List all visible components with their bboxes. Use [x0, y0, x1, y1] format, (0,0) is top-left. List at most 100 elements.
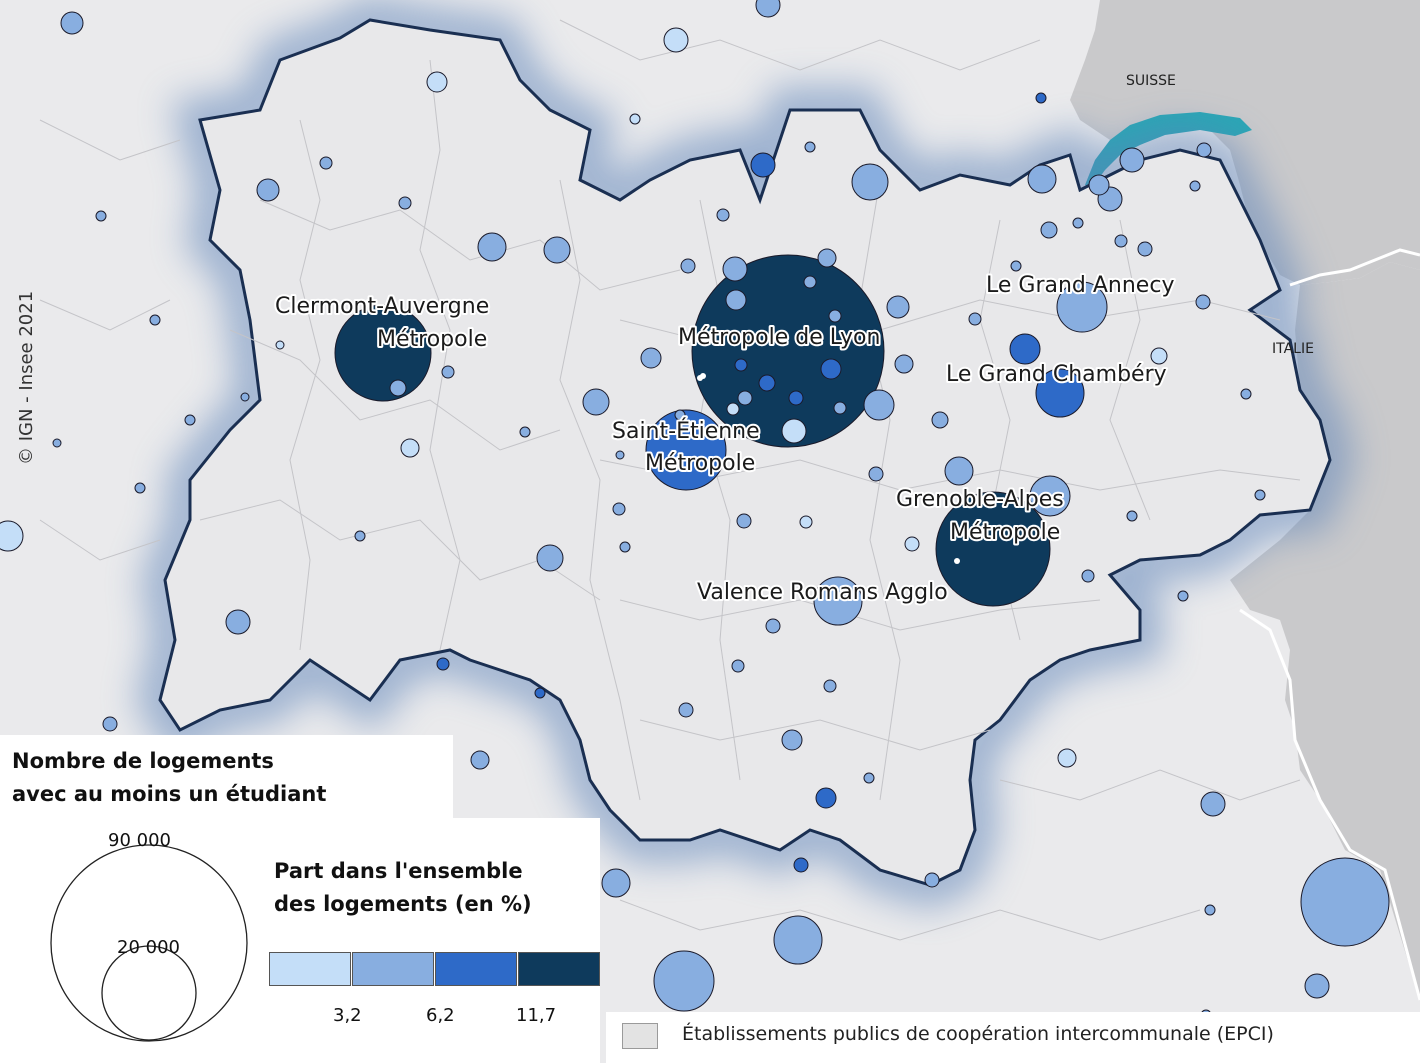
epci-circle: [817, 248, 837, 268]
legend-circle-small: [101, 945, 197, 1041]
epci-circle: [536, 544, 564, 572]
epci-circle: [543, 236, 571, 264]
label-saint-etienne-line2: Métropole: [645, 451, 755, 476]
epci-circle: [534, 687, 546, 699]
proportional-circles: [0, 0, 1390, 1021]
epci-circle: [781, 418, 807, 444]
epci-circle: [1254, 489, 1266, 501]
epci-circle: [758, 374, 776, 392]
epci-circle: [519, 426, 531, 438]
epci-circle: [793, 857, 809, 873]
epci-circle: [52, 438, 62, 448]
epci-circle: [184, 414, 196, 426]
legend-class-4: [518, 952, 600, 986]
epci-circle: [663, 27, 689, 53]
epci-circle: [426, 71, 448, 93]
epci-circle: [619, 541, 631, 553]
epci-circle: [868, 466, 884, 482]
epci-circle: [95, 210, 107, 222]
epci-circle: [886, 295, 910, 319]
epci-circle: [935, 491, 1051, 607]
epci-circle: [736, 513, 752, 529]
epci-circle: [737, 390, 753, 406]
epci-circle: [400, 438, 420, 458]
switzerland-area: [1070, 0, 1420, 285]
epci-circle: [1057, 748, 1077, 768]
epci-circle: [722, 256, 748, 282]
epci-circle: [601, 868, 631, 898]
epci-circle: [1240, 388, 1252, 400]
epci-circle: [1195, 294, 1211, 310]
epci-circle: [755, 0, 781, 18]
epci-circle: [470, 750, 490, 770]
epci-circle: [1126, 510, 1138, 522]
epci-circle: [1189, 180, 1201, 192]
epci-circle: [773, 915, 823, 965]
epci-circle: [653, 950, 715, 1012]
epci-circle: [813, 576, 863, 626]
epci-circle: [1072, 217, 1084, 229]
epci-circle: [612, 502, 626, 516]
epci-circle: [1088, 174, 1110, 196]
city-labels: Clermont-Auvergne Métropole Métropole de…: [273, 271, 1176, 607]
epci-swatch: [622, 1023, 658, 1049]
legend-break-2: 6,2: [426, 1005, 455, 1026]
epci-circle: [1200, 791, 1226, 817]
epci-circle: [828, 309, 842, 323]
epci-circle: [354, 530, 366, 542]
legend-circle-large: [50, 844, 248, 1042]
epci-circle: [863, 772, 875, 784]
epci-circle: [716, 208, 730, 222]
national-border: [1289, 248, 1420, 287]
epci-circle: [0, 520, 24, 552]
legend-class-3: [435, 952, 517, 986]
epci-circle: [678, 702, 694, 718]
epci-circle: [734, 358, 748, 372]
epci-circle: [582, 388, 610, 416]
epci-circle: [1137, 241, 1153, 257]
epci-circle: [968, 312, 982, 326]
legend-size-title-line1: Nombre de logements: [12, 749, 274, 773]
epci-circle: [765, 618, 781, 634]
epci-circle: [441, 365, 455, 379]
epci-circle: [477, 232, 507, 262]
legend-class-1: [269, 952, 351, 986]
epci-circle: [640, 347, 662, 369]
legend-size-value-small: 20 000: [117, 937, 180, 958]
legend-size-circles: [50, 844, 248, 1042]
epci-circle: [788, 390, 804, 406]
epci-circle: [803, 275, 817, 289]
epci-circle: [1196, 142, 1212, 158]
epci-circle: [750, 152, 776, 178]
epci-circle: [1119, 147, 1145, 173]
epci-circle: [1177, 590, 1189, 602]
epci-circle: [726, 402, 740, 416]
epci-circle: [1009, 333, 1041, 365]
epci-circle: [102, 716, 118, 732]
label-lyon: Métropole de Lyon: [678, 325, 880, 350]
epci-legend-label: Établissements publics de coopération in…: [682, 1023, 1274, 1045]
epci-circle: [645, 409, 727, 491]
epci-circle: [1304, 973, 1330, 999]
epci-circle: [1035, 368, 1085, 418]
epci-circle: [1029, 475, 1071, 517]
epci-circle: [851, 163, 889, 201]
legend-size-value-large: 90 000: [108, 830, 171, 851]
epci-circle: [1035, 92, 1047, 104]
epci-circle: [944, 456, 974, 486]
legend-share-title-line2: des logements (en %): [274, 892, 532, 916]
epci-circle: [134, 482, 146, 494]
epci-circle: [804, 141, 816, 153]
epci-circle: [781, 729, 803, 751]
epci-circle: [436, 657, 450, 671]
epci-circle: [894, 354, 914, 374]
epci-circle: [149, 314, 161, 326]
epci-circle: [275, 340, 285, 350]
epci-circle: [1010, 260, 1022, 272]
copyright-note: © IGN - Insee 2021: [16, 290, 37, 465]
epci-circle: [60, 11, 84, 35]
epci-circle: [725, 289, 747, 311]
italy-area: [1230, 262, 1420, 1000]
epci-circle: [833, 401, 847, 415]
epci-circle: [904, 536, 920, 552]
